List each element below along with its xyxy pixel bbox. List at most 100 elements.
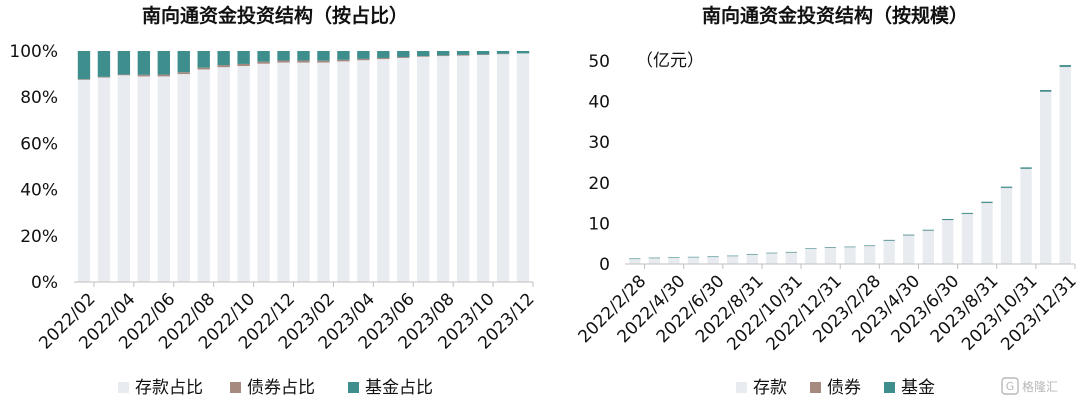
bar-segment-deposit [237, 66, 250, 282]
legend-swatch-fund [884, 382, 895, 393]
bar-segment-fund [97, 51, 111, 77]
bar-segment-deposit [157, 76, 170, 282]
bar-segment-fund [177, 51, 190, 73]
y-tick-label: 50 [588, 52, 610, 72]
bar-segment-fund [922, 229, 934, 231]
bar-segment-bond [357, 58, 370, 61]
bar-segment-fund [357, 51, 370, 59]
bar-segment-bond [397, 57, 410, 58]
legend-swatch-bond [810, 382, 821, 393]
bar-segment-bond [417, 56, 430, 57]
bar-segment-fund [844, 246, 856, 248]
right-legend: 存款 债券 基金 [736, 378, 935, 398]
bar-segment-fund [648, 257, 661, 259]
legend-swatch-bond [230, 382, 241, 393]
bar-segment-fund [456, 51, 470, 55]
bar-segment-bond [456, 54, 470, 56]
bar-segment-fund [1059, 65, 1071, 67]
bar-segment-fund [785, 251, 797, 253]
bar-segment-deposit [357, 60, 370, 282]
bar-segment-deposit [1000, 188, 1013, 264]
bar-segment-bond [77, 79, 91, 80]
y-tick-label: 10 [588, 214, 610, 234]
bar-segment-deposit [961, 214, 974, 264]
bar-segment-fund [707, 256, 719, 258]
bar-segment-deposit [746, 254, 758, 264]
bar-segment-deposit [1020, 169, 1032, 264]
bar-segment-deposit [1039, 91, 1052, 264]
bar-segment-deposit [177, 74, 190, 282]
bar-segment-fund [437, 51, 450, 56]
y-tick-label: 20% [20, 227, 58, 247]
bar-segment-fund [337, 51, 350, 60]
bar-segment-deposit [496, 54, 510, 283]
bar-segment-deposit [476, 54, 490, 283]
bar-segment-deposit [726, 256, 739, 264]
legend-label: 存款 [753, 378, 787, 398]
bar-segment-fund [297, 51, 310, 61]
bar-segment-deposit [629, 259, 641, 264]
bar-segment-fund [237, 51, 250, 64]
bar-segment-deposit [137, 76, 151, 282]
bar-segment-fund [137, 51, 151, 75]
right-chart-title: 南向通资金投资结构（按规模） [702, 4, 968, 27]
bar-segment-deposit [1059, 67, 1071, 264]
bar-segment-deposit [766, 253, 778, 264]
y-tick-label: 60% [20, 134, 58, 154]
bar-segment-deposit [883, 240, 895, 264]
bar-segment-bond [177, 72, 190, 75]
bar-segment-fund [117, 51, 131, 75]
left-chart: 0%20%40%60%80%100%2022/022022/042022/062… [9, 42, 538, 353]
bar-segment-fund [824, 247, 837, 248]
bar-segment-deposit [805, 248, 817, 264]
left-chart-title: 南向通资金投资结构（按占比） [142, 4, 408, 27]
bar-segment-deposit [785, 252, 797, 264]
bar-segment-fund [217, 51, 230, 66]
bar-segment-deposit [707, 257, 719, 264]
bar-segment-deposit [97, 77, 111, 282]
bar-segment-deposit [397, 57, 410, 283]
right-chart-unit-label: （亿元） [636, 51, 704, 71]
bar-segment-fund [476, 51, 490, 55]
bar-segment-deposit [417, 56, 430, 282]
bar-segment-deposit [377, 59, 390, 283]
bar-segment-deposit [903, 235, 915, 264]
bar-segment-fund [496, 51, 510, 54]
gelonghui-logo-icon: G [1001, 377, 1019, 395]
bar-segment-deposit [317, 62, 330, 282]
legend-label: 基金占比 [365, 378, 433, 398]
y-tick-label: 40% [20, 181, 58, 201]
bar-segment-deposit [942, 220, 954, 264]
bar-segment-deposit [516, 53, 530, 282]
bar-segment-deposit [668, 257, 680, 264]
bar-segment-fund [981, 201, 993, 203]
legend-swatch-deposit [118, 382, 129, 393]
bar-segment-deposit [337, 61, 350, 283]
bar-segment-bond [217, 65, 230, 68]
bar-segment-deposit [257, 63, 270, 283]
bar-segment-fund [516, 51, 530, 54]
legend-swatch-fund [348, 382, 359, 393]
bar-segment-bond [157, 74, 170, 77]
bar-segment-fund [805, 248, 817, 249]
bar-segment-deposit [77, 79, 91, 283]
bar-segment-bond [117, 74, 131, 76]
bar-segment-fund [197, 51, 210, 68]
bar-segment-deposit [824, 247, 837, 264]
y-tick-label: 0% [31, 273, 58, 293]
bar-segment-deposit [922, 230, 934, 264]
watermark-text: 格隆汇 [1022, 379, 1058, 394]
bar-segment-deposit [456, 55, 470, 283]
bar-segment-fund [77, 51, 91, 80]
bar-segment-fund [629, 258, 641, 260]
bar-segment-bond [337, 59, 350, 62]
right-chart: 010203040502022/2/282022/4/302022/6/3020… [575, 52, 1080, 355]
bar-segment-fund [961, 212, 974, 214]
bar-segment-fund [687, 256, 700, 258]
bar-segment-bond [317, 60, 330, 63]
bar-segment-deposit [981, 203, 993, 264]
bar-segment-deposit [863, 246, 876, 264]
bar-segment-fund [257, 51, 270, 62]
bar-segment-fund [157, 51, 170, 75]
